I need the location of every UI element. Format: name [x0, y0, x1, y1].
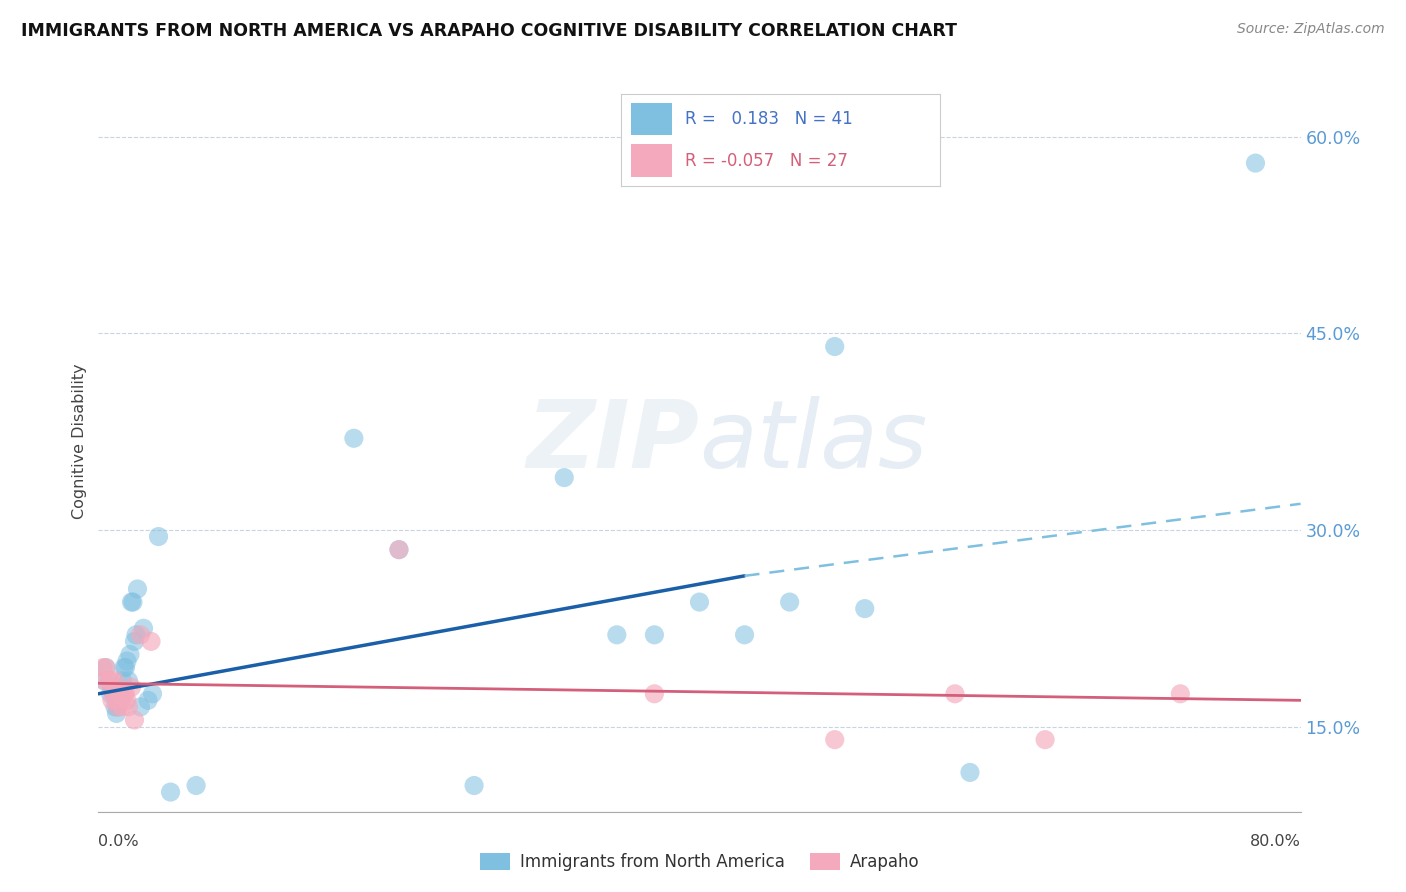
Point: [91, 660, 114, 674]
Text: 80.0%: 80.0%: [1250, 834, 1301, 849]
Point: [118, 648, 141, 662]
Point: [100, 687, 122, 701]
Point: [124, 713, 146, 727]
Point: [129, 628, 152, 642]
Point: [139, 634, 162, 648]
Point: [94, 660, 117, 674]
Point: [114, 687, 136, 701]
Point: [606, 628, 628, 642]
Point: [553, 470, 575, 484]
Point: [853, 601, 876, 615]
Point: [388, 542, 411, 557]
Point: [343, 431, 366, 445]
Point: [108, 687, 131, 701]
Point: [125, 628, 148, 642]
Point: [108, 687, 131, 701]
Point: [114, 660, 136, 674]
Point: [115, 693, 138, 707]
Point: [93, 673, 115, 688]
Point: [100, 673, 122, 688]
Point: [148, 530, 170, 544]
Point: [94, 660, 117, 674]
Point: [104, 699, 127, 714]
Point: [124, 634, 146, 648]
Point: [93, 673, 115, 688]
Point: [824, 339, 846, 353]
Point: [141, 687, 163, 701]
Point: [824, 732, 846, 747]
Point: [943, 687, 966, 701]
Point: [111, 699, 134, 714]
Point: [689, 595, 711, 609]
Point: [122, 595, 145, 609]
Point: [121, 595, 143, 609]
Point: [117, 699, 139, 714]
Point: [101, 680, 124, 694]
Point: [97, 673, 120, 688]
Text: 0.0%: 0.0%: [98, 834, 139, 849]
Text: atlas: atlas: [700, 396, 928, 487]
Text: ZIP: ZIP: [527, 395, 700, 488]
Point: [107, 699, 129, 714]
Point: [105, 693, 128, 707]
Point: [111, 673, 134, 688]
Point: [959, 765, 981, 780]
Point: [184, 779, 207, 793]
Point: [132, 621, 155, 635]
Point: [105, 706, 128, 721]
Point: [1244, 156, 1267, 170]
Point: [779, 595, 801, 609]
Point: [643, 628, 665, 642]
Legend: Immigrants from North America, Arapaho: Immigrants from North America, Arapaho: [472, 846, 927, 878]
Point: [107, 699, 129, 714]
Point: [103, 687, 125, 701]
Point: [643, 687, 665, 701]
Point: [388, 542, 411, 557]
Point: [112, 660, 135, 674]
Point: [121, 680, 143, 694]
Point: [110, 693, 132, 707]
Point: [117, 673, 139, 688]
Point: [112, 687, 135, 701]
Point: [110, 687, 132, 701]
Y-axis label: Cognitive Disability: Cognitive Disability: [72, 364, 87, 519]
Text: Source: ZipAtlas.com: Source: ZipAtlas.com: [1237, 22, 1385, 37]
Point: [734, 628, 756, 642]
Point: [136, 693, 159, 707]
Point: [115, 654, 138, 668]
Point: [463, 779, 485, 793]
Text: IMMIGRANTS FROM NORTH AMERICA VS ARAPAHO COGNITIVE DISABILITY CORRELATION CHART: IMMIGRANTS FROM NORTH AMERICA VS ARAPAHO…: [21, 22, 957, 40]
Point: [104, 673, 127, 688]
Point: [1033, 732, 1056, 747]
Point: [129, 699, 152, 714]
Point: [103, 687, 125, 701]
Point: [159, 785, 181, 799]
Point: [101, 693, 124, 707]
Point: [1170, 687, 1192, 701]
Point: [127, 582, 149, 596]
